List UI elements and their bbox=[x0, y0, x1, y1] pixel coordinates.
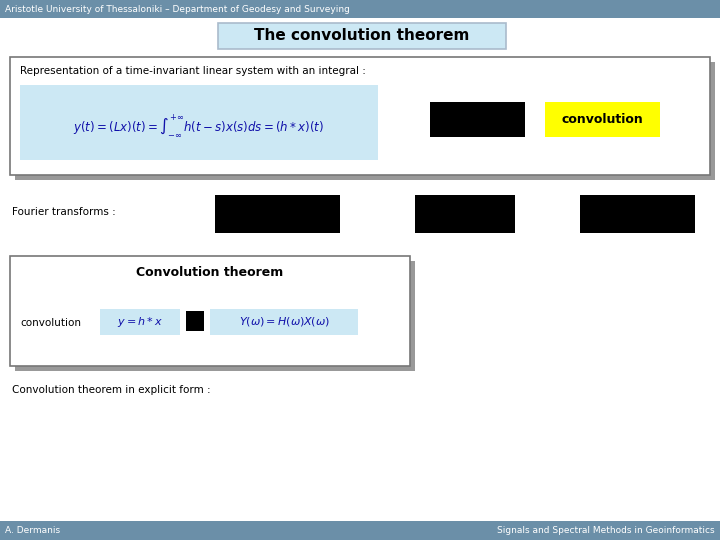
Text: Representation of a time-invariant linear system with an integral :: Representation of a time-invariant linea… bbox=[20, 66, 366, 76]
Text: A. Dermanis: A. Dermanis bbox=[5, 526, 60, 535]
Bar bbox=[415, 195, 515, 233]
Bar bbox=[210, 309, 358, 335]
Text: $y = h * x$: $y = h * x$ bbox=[117, 315, 163, 329]
Text: Fourier transforms :: Fourier transforms : bbox=[12, 207, 116, 217]
Text: convolution: convolution bbox=[20, 318, 81, 328]
Bar bbox=[218, 23, 506, 49]
Text: $y(t) = (Lx)(t) = \int_{-\infty}^{+\infty} h(t-s)x(s)ds = (h * x)(t)$: $y(t) = (Lx)(t) = \int_{-\infty}^{+\inft… bbox=[73, 114, 325, 139]
Text: convolution: convolution bbox=[562, 113, 644, 126]
Bar bbox=[186, 311, 204, 331]
Bar bbox=[0, 521, 720, 540]
Bar bbox=[545, 102, 660, 137]
Bar bbox=[15, 62, 715, 180]
Text: Signals and Spectral Methods in Geoinformatics: Signals and Spectral Methods in Geoinfor… bbox=[498, 526, 715, 535]
Bar bbox=[215, 195, 340, 233]
Bar bbox=[580, 195, 695, 233]
Bar bbox=[10, 57, 710, 175]
Text: The convolution theorem: The convolution theorem bbox=[254, 29, 469, 44]
Bar bbox=[100, 309, 180, 335]
Text: Convolution theorem in explicit form :: Convolution theorem in explicit form : bbox=[12, 385, 211, 395]
Bar bbox=[20, 85, 378, 160]
Bar bbox=[0, 0, 720, 18]
Bar bbox=[430, 102, 525, 137]
Bar bbox=[10, 256, 410, 366]
Text: Convolution theorem: Convolution theorem bbox=[136, 266, 284, 279]
Text: $Y(\omega) = H(\omega)X(\omega)$: $Y(\omega) = H(\omega)X(\omega)$ bbox=[238, 315, 330, 328]
Text: Aristotle University of Thessaloniki – Department of Geodesy and Surveying: Aristotle University of Thessaloniki – D… bbox=[5, 4, 350, 14]
Bar bbox=[15, 261, 415, 371]
